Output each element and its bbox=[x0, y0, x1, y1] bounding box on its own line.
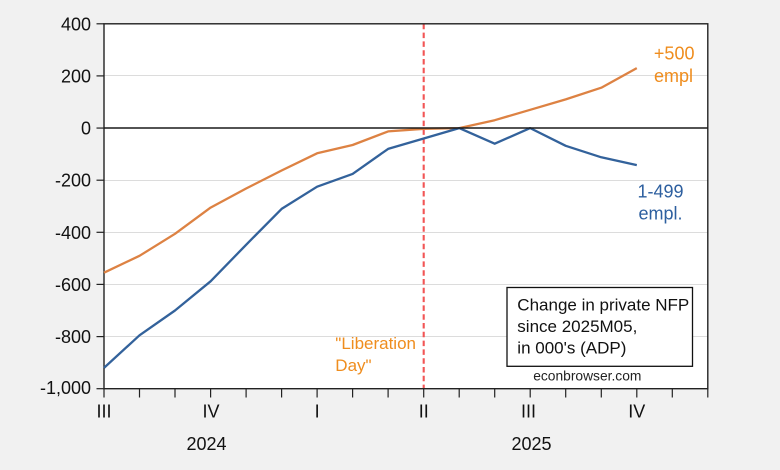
svg-text:-800: -800 bbox=[55, 327, 91, 347]
svg-text:+500: +500 bbox=[654, 44, 695, 64]
svg-text:-1,000: -1,000 bbox=[40, 378, 91, 398]
svg-text:IV: IV bbox=[628, 402, 645, 422]
svg-text:since 2025M05,: since 2025M05, bbox=[517, 317, 637, 336]
svg-text:"Liberation: "Liberation bbox=[335, 334, 416, 353]
svg-text:empl.: empl. bbox=[638, 204, 682, 224]
svg-text:0: 0 bbox=[81, 119, 91, 139]
svg-text:empl: empl bbox=[654, 66, 693, 86]
svg-text:I: I bbox=[315, 402, 320, 422]
svg-text:Day": Day" bbox=[335, 356, 371, 375]
svg-text:econbrowser.com: econbrowser.com bbox=[533, 369, 641, 384]
svg-text:400: 400 bbox=[61, 14, 91, 34]
svg-text:1-499: 1-499 bbox=[637, 182, 683, 202]
svg-text:200: 200 bbox=[61, 66, 91, 86]
svg-text:IV: IV bbox=[202, 402, 219, 422]
svg-text:2024: 2024 bbox=[186, 434, 226, 454]
svg-text:-600: -600 bbox=[55, 275, 91, 295]
svg-text:in 000's (ADP): in 000's (ADP) bbox=[517, 339, 626, 358]
svg-text:III: III bbox=[521, 402, 536, 422]
svg-text:II: II bbox=[419, 402, 429, 422]
svg-text:Change in private NFP: Change in private NFP bbox=[517, 296, 689, 315]
svg-text:2025: 2025 bbox=[511, 434, 551, 454]
svg-text:III: III bbox=[96, 402, 111, 422]
svg-text:-200: -200 bbox=[55, 171, 91, 191]
svg-text:-400: -400 bbox=[55, 223, 91, 243]
